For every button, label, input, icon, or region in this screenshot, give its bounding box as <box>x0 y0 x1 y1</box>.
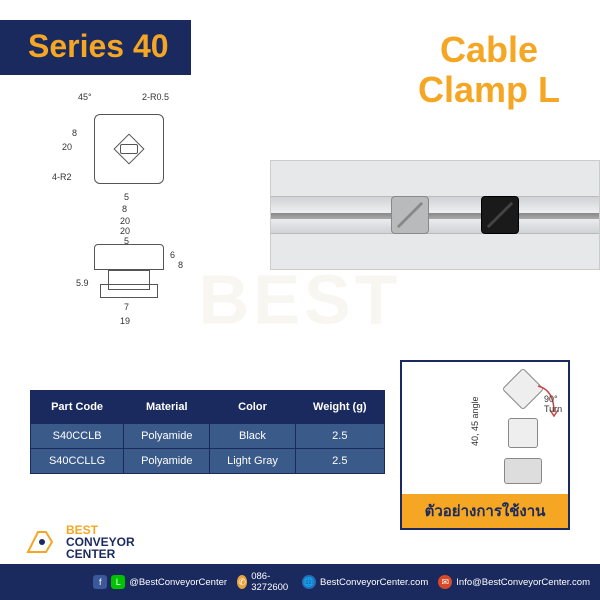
dim-59: 5.9 <box>76 278 89 288</box>
dim-6: 6 <box>170 250 175 260</box>
line-icon: L <box>111 575 125 589</box>
clamp-black <box>481 196 519 234</box>
dim-8: 8 <box>122 204 127 214</box>
series-badge: Series 40 <box>0 20 191 75</box>
phone-icon: ✆ <box>237 575 247 589</box>
aluminum-rail <box>271 196 599 234</box>
logo-line3: CENTER <box>66 548 135 560</box>
drawing-top-view: 45° 2-R0.5 20 8 4-R2 5 8 20 <box>80 100 190 210</box>
dim-8-side: 8 <box>178 260 183 270</box>
clamp-gray <box>391 196 429 234</box>
cell: S40CCLLG <box>31 449 124 474</box>
cell: Polyamide <box>124 449 210 474</box>
dim-5: 5 <box>124 192 129 202</box>
footer-email: ✉ Info@BestConveyorCenter.com <box>438 575 590 589</box>
col-partcode: Part Code <box>31 391 124 424</box>
dim-20-v: 20 <box>62 142 72 152</box>
footer-web-text: BestConveyorCenter.com <box>320 577 428 588</box>
footer-social: f L @BestConveyorCenter <box>93 575 227 589</box>
dim-45deg: 45° <box>78 92 92 102</box>
col-weight: Weight (g) <box>295 391 384 424</box>
usage-caption: ตัวอย่างการใช้งาน <box>402 494 568 528</box>
footer-social-text: @BestConveyorCenter <box>129 577 227 588</box>
globe-icon: 🌐 <box>302 575 316 589</box>
mail-icon: ✉ <box>438 575 452 589</box>
dim-r05: 2-R0.5 <box>142 92 169 102</box>
cell: Black <box>210 424 295 449</box>
cell: Polyamide <box>124 424 210 449</box>
cell: Light Gray <box>210 449 295 474</box>
dim-7: 7 <box>124 302 129 312</box>
facebook-icon: f <box>93 575 107 589</box>
table-header-row: Part Code Material Color Weight (g) <box>31 391 385 424</box>
angle-label: 40, 45 angle <box>470 396 480 446</box>
table-row: S40CCLLG Polyamide Light Gray 2.5 <box>31 449 385 474</box>
product-title-line2: Clamp L <box>418 70 560 110</box>
usage-example-box: 90° Turn 40, 45 angle ตัวอย่างการใช้งาน <box>400 360 570 530</box>
footer-phone: ✆ 086-3272600 <box>237 571 292 593</box>
dim-19: 19 <box>120 316 130 326</box>
drawing-side-view: 20 5 6 8 5.9 7 19 <box>80 230 190 340</box>
usage-profile <box>504 458 542 484</box>
usage-clip <box>508 418 538 448</box>
col-material: Material <box>124 391 210 424</box>
dim-8-v: 8 <box>72 128 77 138</box>
usage-figure: 90° Turn 40, 45 angle <box>408 368 562 488</box>
product-photo <box>270 160 600 270</box>
table-row: S40CCLB Polyamide Black 2.5 <box>31 424 385 449</box>
product-title: Cable Clamp L <box>418 30 560 109</box>
dim-5-top: 5 <box>124 236 129 246</box>
dim-20-h: 20 <box>120 216 130 226</box>
dim-4r2: 4-R2 <box>52 172 72 182</box>
dim-20-top: 20 <box>120 226 130 236</box>
footer-email-text: Info@BestConveyorCenter.com <box>456 577 590 588</box>
logo-text: BEST CONVEYOR CENTER <box>66 524 135 560</box>
spec-table: Part Code Material Color Weight (g) S40C… <box>30 390 385 474</box>
footer-web: 🌐 BestConveyorCenter.com <box>302 575 428 589</box>
company-logo: BEST CONVEYOR CENTER <box>24 524 135 560</box>
col-color: Color <box>210 391 295 424</box>
cell: 2.5 <box>295 424 384 449</box>
product-title-line1: Cable <box>418 30 560 70</box>
cell: S40CCLB <box>31 424 124 449</box>
logo-icon <box>24 524 60 560</box>
technical-drawing: 45° 2-R0.5 20 8 4-R2 5 8 20 20 5 6 8 5.9… <box>40 100 240 360</box>
footer-bar: f L @BestConveyorCenter ✆ 086-3272600 🌐 … <box>0 564 600 600</box>
cell: 2.5 <box>295 449 384 474</box>
footer-phone-text: 086-3272600 <box>251 571 292 593</box>
turn-label: 90° Turn <box>544 394 562 414</box>
